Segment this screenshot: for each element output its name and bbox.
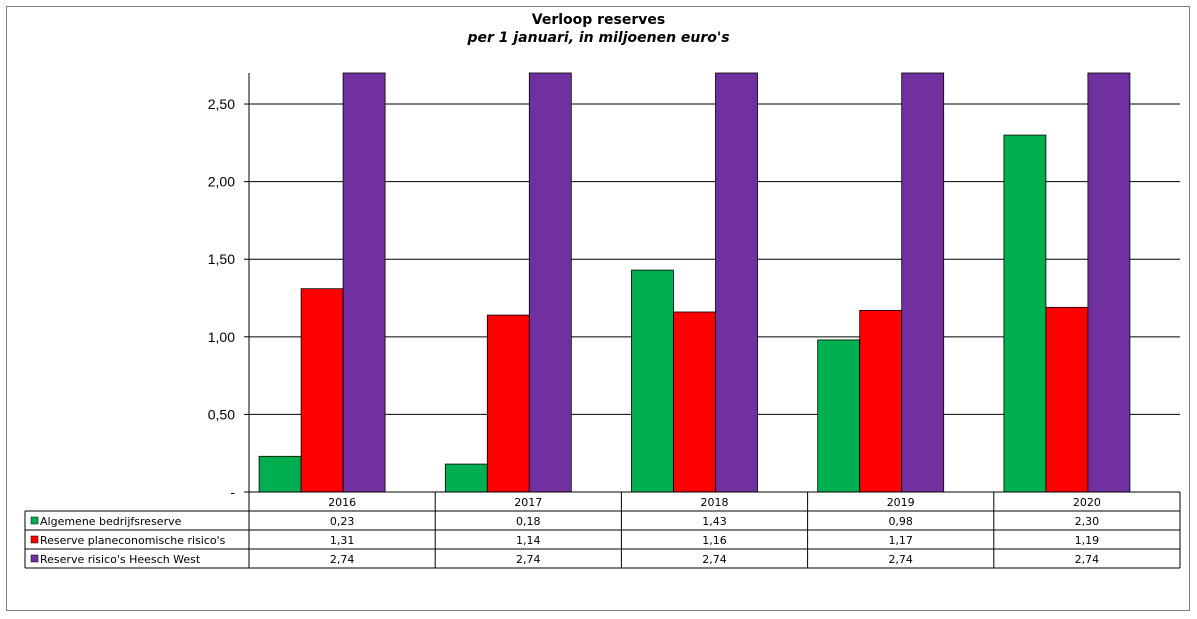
data-label: 2,30 xyxy=(1075,515,1100,528)
data-label: 0,18 xyxy=(516,515,541,528)
bar-2020-series-3 xyxy=(1087,72,1131,493)
bar-2017-series-1 xyxy=(444,463,488,493)
bar-2019-series-2 xyxy=(859,310,903,493)
bar-2016-series-2 xyxy=(300,288,344,493)
x-category-label: 2018 xyxy=(701,496,729,509)
bar-2020-series-1 xyxy=(1003,134,1047,493)
bar-2018-series-1 xyxy=(631,269,674,493)
data-label: 0,98 xyxy=(888,515,913,528)
x-category-label: 2017 xyxy=(514,496,542,509)
legend-swatch xyxy=(30,516,39,525)
legend-label: Reserve risico's Heesch West xyxy=(40,553,201,566)
bar-2019-series-3 xyxy=(901,72,945,493)
chart-frame xyxy=(6,6,1190,611)
bar-2020-series-2 xyxy=(1045,306,1089,493)
data-label: 2,74 xyxy=(1075,553,1100,566)
y-tick-label: 2,00 xyxy=(208,174,235,190)
y-tick-label: 1,50 xyxy=(208,251,235,267)
bar-2019-series-1 xyxy=(817,339,861,493)
data-label: 2,74 xyxy=(330,553,355,566)
data-label: 1,31 xyxy=(330,534,355,547)
legend-swatch xyxy=(30,554,39,563)
y-tick-label: - xyxy=(230,484,235,500)
bar-2018-series-3 xyxy=(715,72,758,493)
legend-swatch xyxy=(30,535,39,544)
data-label: 0,23 xyxy=(330,515,355,528)
legend-label: Reserve planeconomische risico's xyxy=(40,534,226,547)
data-label: 1,14 xyxy=(516,534,541,547)
data-label: 1,17 xyxy=(888,534,913,547)
data-label: 1,43 xyxy=(702,515,727,528)
legend-label: Algemene bedrijfsreserve xyxy=(40,515,182,528)
bar-2016-series-3 xyxy=(342,72,386,493)
bar-2017-series-3 xyxy=(528,72,572,493)
x-category-label: 2020 xyxy=(1073,496,1101,509)
chart-subtitle: per 1 januari, in miljoenen euro's xyxy=(467,30,730,46)
data-label: 2,74 xyxy=(702,553,727,566)
bar-2016-series-1 xyxy=(258,455,302,493)
data-label: 2,74 xyxy=(888,553,913,566)
data-label: 1,19 xyxy=(1075,534,1100,547)
data-label: 2,74 xyxy=(516,553,541,566)
chart-title: Verloop reserves xyxy=(531,12,666,28)
x-category-label: 2019 xyxy=(887,496,915,509)
data-label: 1,16 xyxy=(702,534,727,547)
x-category-label: 2016 xyxy=(328,496,356,509)
y-tick-label: 0,50 xyxy=(208,406,235,422)
bar-2018-series-2 xyxy=(673,311,716,493)
y-tick-label: 1,00 xyxy=(208,329,235,345)
bar-2017-series-2 xyxy=(486,314,530,493)
y-tick-label: 2,50 xyxy=(208,96,235,112)
